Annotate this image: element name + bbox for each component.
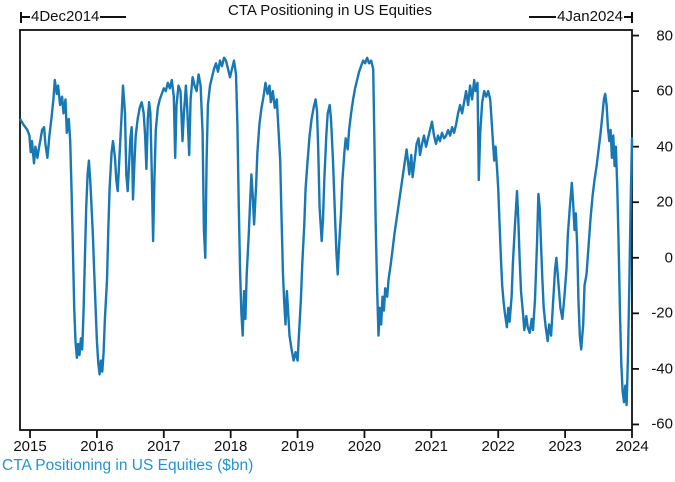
y-tick-label-80: 80 [656, 27, 673, 45]
x-tick-label-2015: 2015 [13, 438, 47, 455]
axes-frame [19, 29, 639, 438]
start-bracket-line [22, 16, 30, 18]
x-tick-label-2021: 2021 [414, 438, 449, 455]
series-line [18, 56, 634, 407]
end-bracket-line [624, 16, 631, 18]
chart-title: CTA Positioning in US Equities [228, 2, 432, 19]
y-tick-label-0: 0 [664, 249, 673, 267]
end-date-label: 4Jan2024 [557, 8, 623, 25]
y-tick-label--20: -20 [651, 304, 673, 322]
end-leading-line [529, 16, 557, 18]
x-tick-label-2022: 2022 [481, 438, 515, 455]
y-tick-label-40: 40 [656, 138, 673, 156]
cta-line-series [18, 56, 634, 407]
y-tick-label--40: -40 [651, 360, 673, 378]
y-tick-label-20: 20 [656, 193, 673, 211]
plot-frame [19, 29, 633, 431]
start-bracket-tick [20, 11, 22, 23]
x-tick-label-2024: 2024 [615, 438, 649, 455]
x-tick-label-2016: 2016 [80, 438, 114, 455]
start-date-label: 4Dec2014 [31, 8, 100, 25]
x-tick-label-2019: 2019 [280, 438, 315, 455]
end-bracket-tick [631, 11, 633, 23]
start-date-annotation: 4Dec2014 [20, 8, 127, 26]
x-tick-label-2023: 2023 [548, 438, 582, 455]
y-tick-label--60: -60 [651, 415, 673, 433]
start-trailing-line [100, 16, 127, 18]
x-tick-label-2018: 2018 [214, 438, 248, 455]
x-tick-label-2020: 2020 [347, 438, 382, 455]
y-tick-label-60: 60 [656, 82, 673, 100]
chart-footer-label: CTA Positioning in US Equities ($bn) [2, 457, 254, 474]
x-tick-label-2017: 2017 [147, 438, 181, 455]
end-date-annotation: 4Jan2024 [529, 8, 633, 26]
